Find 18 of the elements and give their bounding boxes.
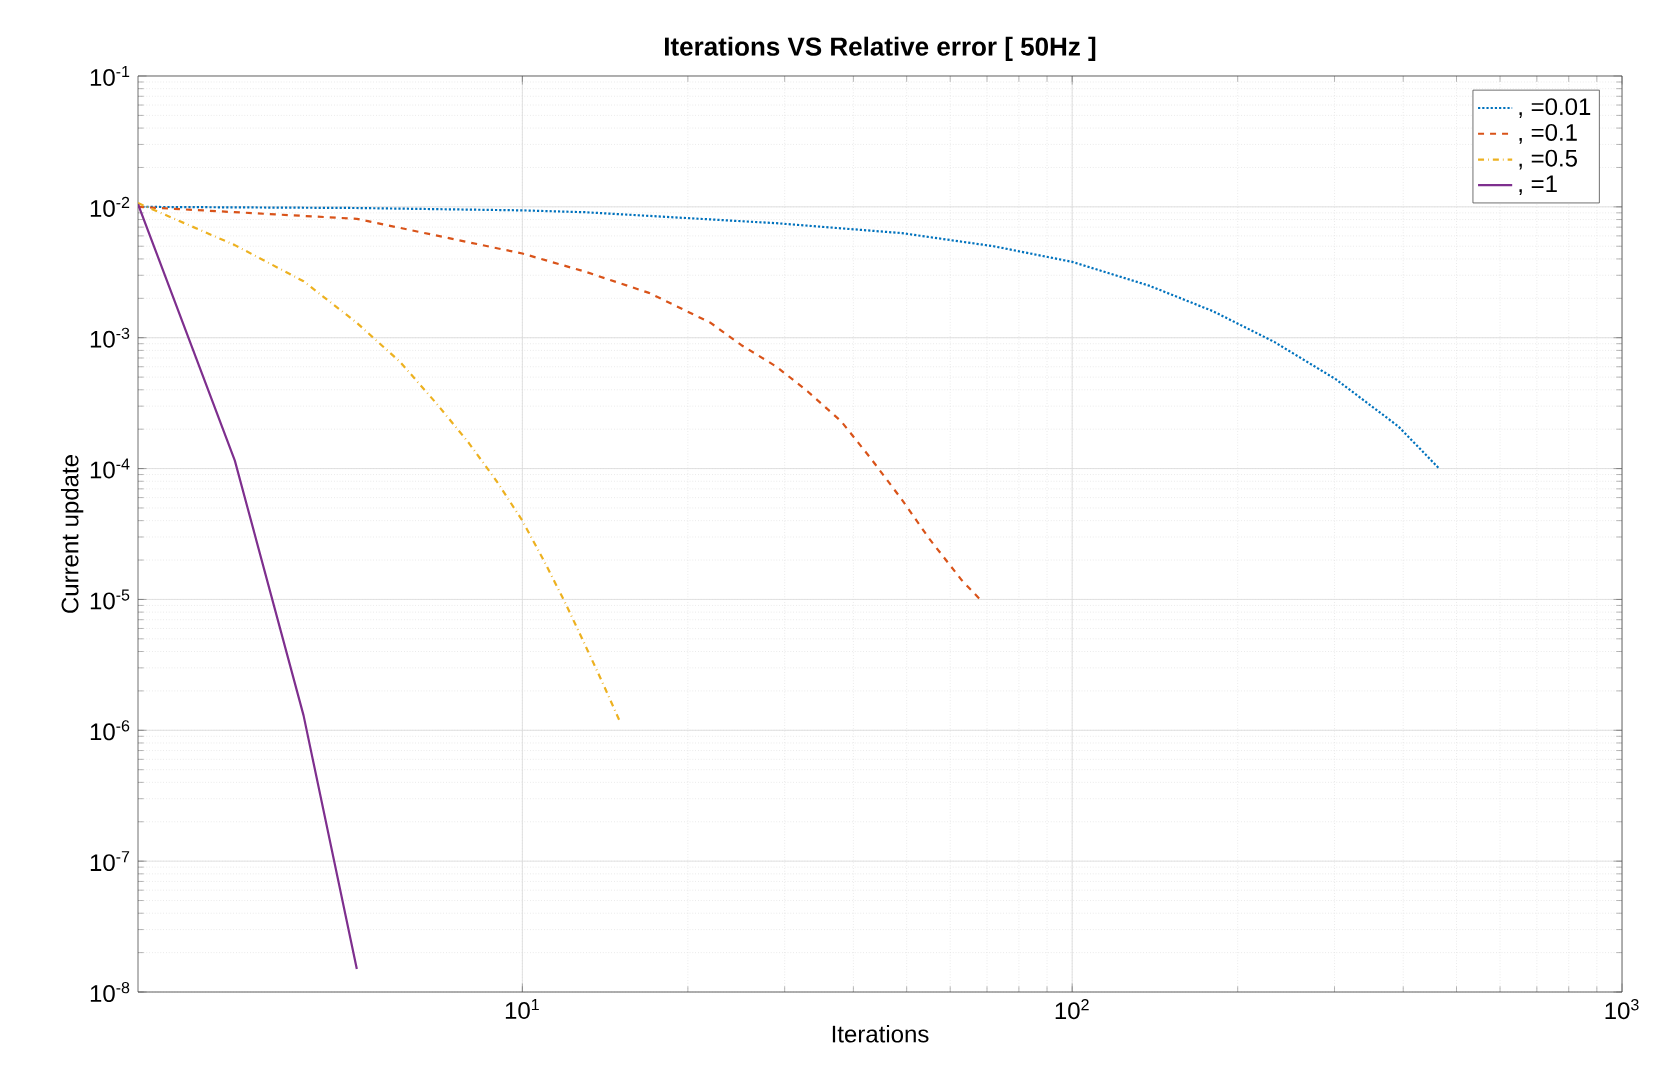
y-tick-label: 10$^{-4}$ — [90, 458, 130, 479]
x-tick-label: 10$^{3}$ — [1605, 999, 1639, 1020]
x-tick-label: 10$^{1}$ — [505, 999, 539, 1020]
y-tick-label: 10$^{-7}$ — [90, 851, 130, 872]
y-tick-label: 10$^{-2}$ — [90, 196, 130, 217]
legend-label: , =0.5 — [1519, 149, 1577, 170]
x-axis-title: Iterations — [832, 1024, 929, 1043]
y-tick-label: 10$^{-5}$ — [90, 589, 130, 610]
legend-label: , =1 — [1519, 175, 1557, 195]
y-tick-label: 10$^{-8}$ — [90, 981, 130, 1003]
x-tick-label: 10$^{2}$ — [1055, 999, 1089, 1020]
y-tick-label: 10$^{-3}$ — [90, 327, 130, 348]
y-axis-title: Current update — [60, 455, 84, 613]
y-tick-label: 10$^{-6}$ — [90, 720, 130, 741]
legend-label: , =0.01 — [1519, 98, 1591, 118]
chart-title: Iterations VS Relative error [ 50Hz ] — [665, 36, 1096, 61]
y-tick-label: 10$^{-1}$ — [90, 66, 130, 86]
legend-label: , =0.1 — [1519, 123, 1577, 144]
